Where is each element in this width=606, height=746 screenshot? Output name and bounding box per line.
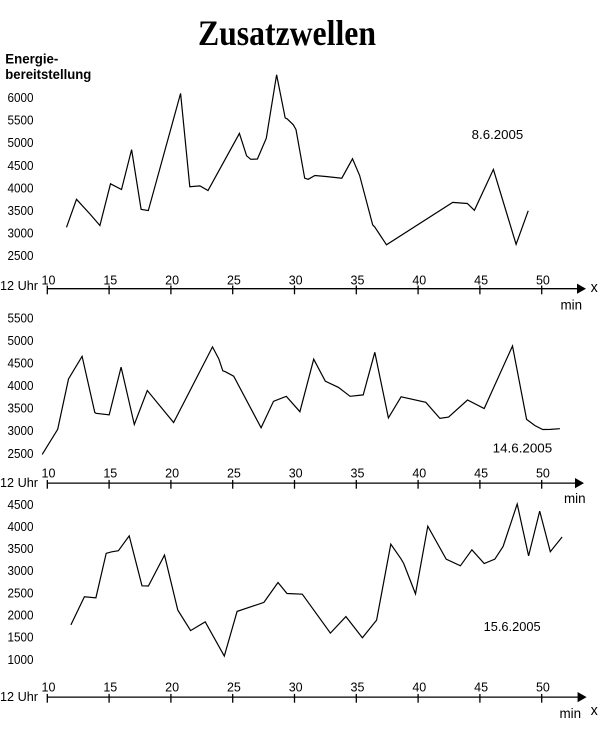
svg-text:min: min bbox=[564, 491, 586, 506]
svg-text:20: 20 bbox=[165, 274, 179, 288]
svg-text:12 Uhr: 12 Uhr bbox=[0, 689, 39, 704]
svg-text:2000: 2000 bbox=[8, 608, 34, 623]
svg-text:2500: 2500 bbox=[8, 446, 34, 461]
svg-text:4500: 4500 bbox=[8, 158, 34, 173]
svg-text:Zusatzwellen: Zusatzwellen bbox=[198, 13, 376, 53]
svg-text:15: 15 bbox=[103, 681, 117, 695]
svg-text:3500: 3500 bbox=[8, 401, 34, 416]
svg-text:3500: 3500 bbox=[8, 203, 34, 218]
svg-text:4000: 4000 bbox=[8, 180, 34, 195]
svg-text:12 Uhr: 12 Uhr bbox=[0, 278, 39, 293]
svg-text:12 Uhr: 12 Uhr bbox=[0, 475, 39, 490]
svg-text:25: 25 bbox=[227, 467, 241, 481]
svg-text:3000: 3000 bbox=[8, 423, 34, 438]
svg-text:20: 20 bbox=[165, 681, 179, 695]
svg-text:50: 50 bbox=[536, 467, 550, 481]
svg-text:40: 40 bbox=[412, 467, 426, 481]
svg-text:45: 45 bbox=[474, 467, 488, 481]
svg-text:25: 25 bbox=[227, 274, 241, 288]
svg-text:min: min bbox=[560, 706, 582, 721]
svg-text:15.6.2005: 15.6.2005 bbox=[484, 619, 541, 634]
svg-text:Energie-: Energie- bbox=[5, 51, 58, 67]
svg-text:5000: 5000 bbox=[8, 135, 34, 150]
svg-text:15: 15 bbox=[103, 467, 117, 481]
svg-text:10: 10 bbox=[42, 467, 56, 481]
svg-text:40: 40 bbox=[412, 681, 426, 695]
svg-text:45: 45 bbox=[474, 274, 488, 288]
svg-text:20: 20 bbox=[165, 467, 179, 481]
svg-text:3500: 3500 bbox=[8, 541, 34, 556]
svg-text:35: 35 bbox=[351, 274, 365, 288]
svg-text:35: 35 bbox=[351, 467, 365, 481]
svg-text:10: 10 bbox=[42, 681, 56, 695]
svg-text:6000: 6000 bbox=[8, 90, 34, 105]
svg-text:35: 35 bbox=[351, 681, 365, 695]
svg-text:4500: 4500 bbox=[8, 356, 34, 371]
svg-text:bereitstellung: bereitstellung bbox=[5, 66, 91, 82]
svg-text:4000: 4000 bbox=[8, 378, 34, 393]
svg-text:40: 40 bbox=[412, 274, 426, 288]
svg-text:4500: 4500 bbox=[8, 497, 34, 512]
svg-text:x: x bbox=[591, 280, 598, 296]
svg-text:x: x bbox=[591, 703, 598, 719]
svg-text:8.6.2005: 8.6.2005 bbox=[472, 127, 524, 142]
svg-text:5000: 5000 bbox=[8, 333, 34, 348]
svg-text:2500: 2500 bbox=[8, 585, 34, 600]
svg-text:10: 10 bbox=[42, 274, 56, 288]
svg-text:3000: 3000 bbox=[8, 226, 34, 241]
svg-text:30: 30 bbox=[289, 681, 303, 695]
svg-text:50: 50 bbox=[536, 681, 550, 695]
svg-text:25: 25 bbox=[227, 681, 241, 695]
svg-text:2500: 2500 bbox=[8, 248, 34, 263]
svg-text:30: 30 bbox=[289, 467, 303, 481]
svg-text:15: 15 bbox=[103, 274, 117, 288]
svg-text:4000: 4000 bbox=[8, 519, 34, 534]
svg-text:30: 30 bbox=[289, 274, 303, 288]
svg-text:5500: 5500 bbox=[8, 310, 34, 325]
svg-text:50: 50 bbox=[536, 274, 550, 288]
svg-text:1500: 1500 bbox=[8, 630, 34, 645]
svg-text:14.6.2005: 14.6.2005 bbox=[493, 441, 553, 456]
svg-text:1000: 1000 bbox=[8, 652, 34, 667]
svg-text:5500: 5500 bbox=[8, 113, 34, 128]
svg-text:3000: 3000 bbox=[8, 563, 34, 578]
svg-text:45: 45 bbox=[474, 681, 488, 695]
svg-text:min: min bbox=[561, 298, 583, 313]
